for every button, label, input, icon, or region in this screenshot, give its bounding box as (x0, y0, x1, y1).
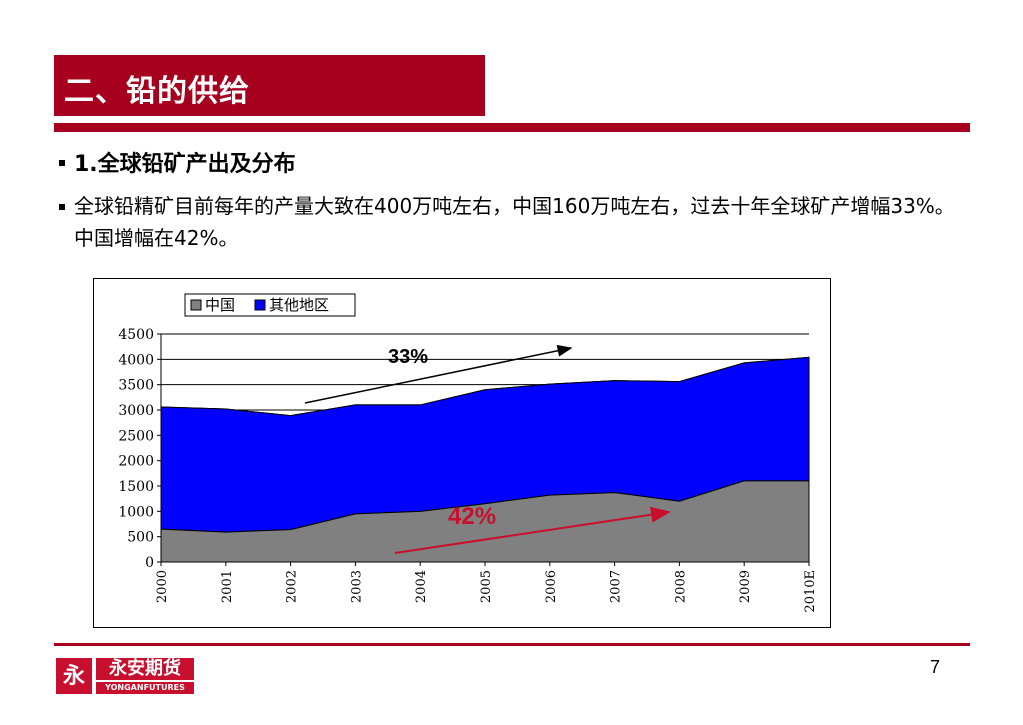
annotation-label-global: 33% (388, 346, 428, 368)
x-tick-label: 2002 (285, 570, 300, 603)
logo-name: 永安期货 (96, 658, 194, 680)
section-heading: 1.全球铅矿产出及分布 (74, 152, 296, 177)
y-tick-label: 3500 (118, 378, 154, 394)
slide-title: 二、铅的供给 (64, 74, 250, 109)
lead-production-chart: 0 500 1000 1500 2000 2500 3000 3500 4000 4500 2000… (118, 293, 818, 613)
x-tick-label: 2009 (738, 570, 753, 603)
x-tick-label: 2005 (479, 570, 494, 603)
logo-subtitle: YONGANFUTURES (96, 682, 194, 694)
x-tick-label: 2001 (220, 570, 235, 603)
title-bar (54, 55, 485, 116)
y-tick-label: 1500 (118, 479, 154, 495)
company-logo: 永 永安期货 YONGANFUTURES (56, 658, 196, 696)
body-paragraph: 全球铅精矿目前每年的产量大致在400万吨左右，中国160万吨左右，过去十年全球矿… (74, 194, 955, 250)
y-tick-label: 2000 (118, 454, 154, 470)
logo-mark: 永 (56, 658, 92, 694)
legend-swatch-china (190, 299, 202, 311)
legend-label-china: 中国 (205, 296, 235, 314)
y-tick-label: 3000 (118, 403, 154, 419)
legend-swatch-other (254, 299, 266, 311)
annotation-arrow-global (304, 344, 573, 404)
bullet-marker (59, 204, 65, 210)
series-area-china (160, 480, 810, 563)
x-tick-label: 2007 (609, 570, 624, 603)
annotation-arrow-china (394, 506, 671, 554)
y-tick-label: 1000 (118, 504, 154, 520)
bullet-marker (59, 160, 65, 166)
footer-rule (54, 643, 970, 646)
title-rule (54, 123, 970, 132)
x-tick-label: 2008 (673, 570, 688, 603)
page-number: 7 (930, 657, 941, 677)
legend-label-other: 其他地区 (269, 296, 329, 314)
x-tick-label: 2006 (544, 570, 559, 603)
y-tick-label: 4000 (118, 352, 154, 368)
y-tick-label: 4500 (118, 327, 154, 343)
x-tick-label: 2010E (803, 570, 818, 613)
x-tick-label: 2000 (155, 570, 170, 603)
y-tick-label: 2500 (118, 428, 154, 444)
annotation-label-china: 42% (448, 503, 496, 530)
legend-box (184, 293, 356, 317)
x-tick-label: 2003 (349, 570, 364, 603)
y-tick-label: 500 (127, 530, 154, 546)
y-tick-label: 0 (145, 555, 154, 571)
x-tick-label: 2004 (414, 570, 429, 603)
